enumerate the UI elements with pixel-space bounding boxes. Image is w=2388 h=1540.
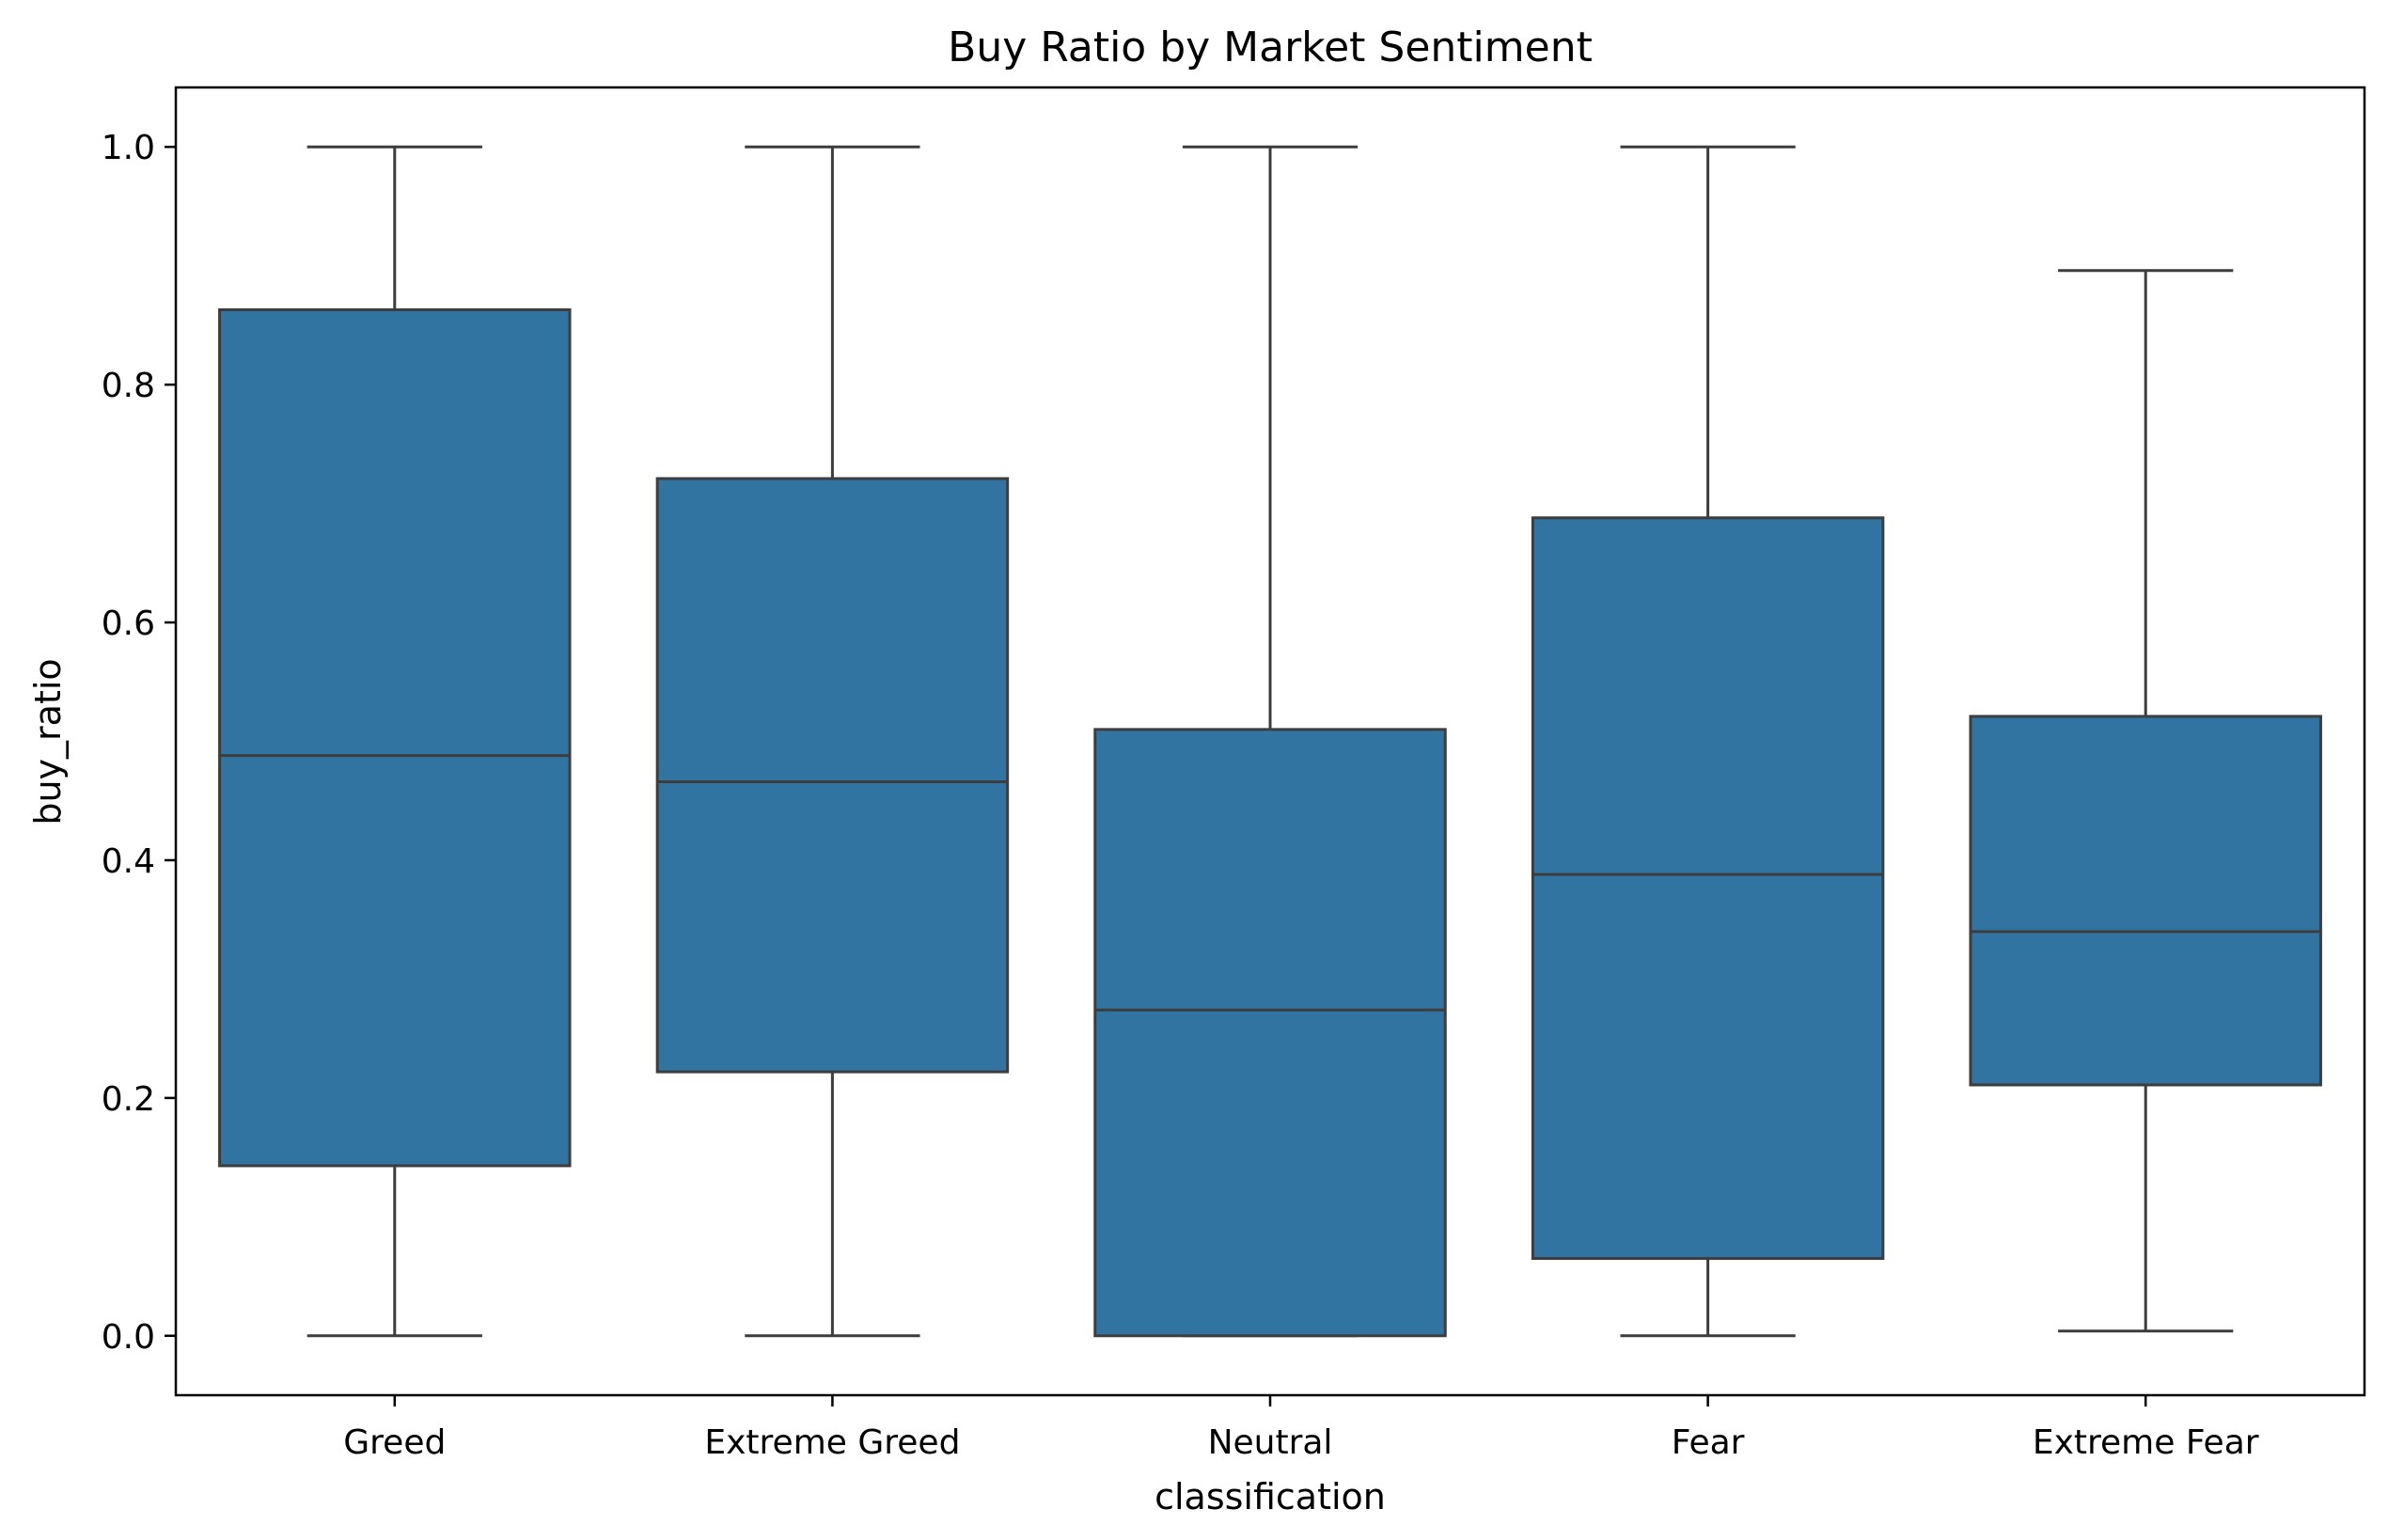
x-tick-label: Greed: [343, 1423, 446, 1462]
x-axis: Greed Extreme Greed Neutral Fear Extreme Fea…: [343, 1395, 2259, 1462]
y-axis-label: buy_ratio: [27, 658, 69, 825]
iqr-box: [1531, 516, 1885, 1261]
x-tick-label: Neutral: [1208, 1423, 1333, 1462]
x-tick-label: Extreme Greed: [704, 1423, 960, 1462]
iqr-box: [655, 477, 1010, 1074]
x-axis-label: classification: [1155, 1476, 1386, 1517]
y-tick-label: 0.0: [102, 1318, 155, 1357]
x-tick-label: Extreme Fear: [2033, 1423, 2259, 1462]
box-group: [1969, 269, 2322, 1333]
y-tick-label: 0.2: [102, 1080, 155, 1119]
chart-title: Buy Ratio by Market Sentiment: [948, 24, 1593, 71]
box-group: [1093, 145, 1447, 1338]
y-tick-label: 0.4: [102, 842, 155, 881]
iqr-box: [218, 307, 572, 1168]
y-axis: 0.0 0.2 0.4 0.6 0.8 1.0: [102, 129, 176, 1357]
box-group: [1531, 145, 1885, 1338]
y-tick-label: 1.0: [102, 129, 155, 167]
x-tick-label: Fear: [1672, 1423, 1745, 1462]
plot-area: [218, 145, 2322, 1338]
iqr-box: [1969, 715, 2322, 1087]
y-tick-label: 0.8: [102, 367, 155, 405]
box-group: [655, 145, 1010, 1338]
iqr-box: [1093, 728, 1447, 1338]
box-group: [218, 145, 572, 1338]
y-tick-label: 0.6: [102, 605, 155, 643]
